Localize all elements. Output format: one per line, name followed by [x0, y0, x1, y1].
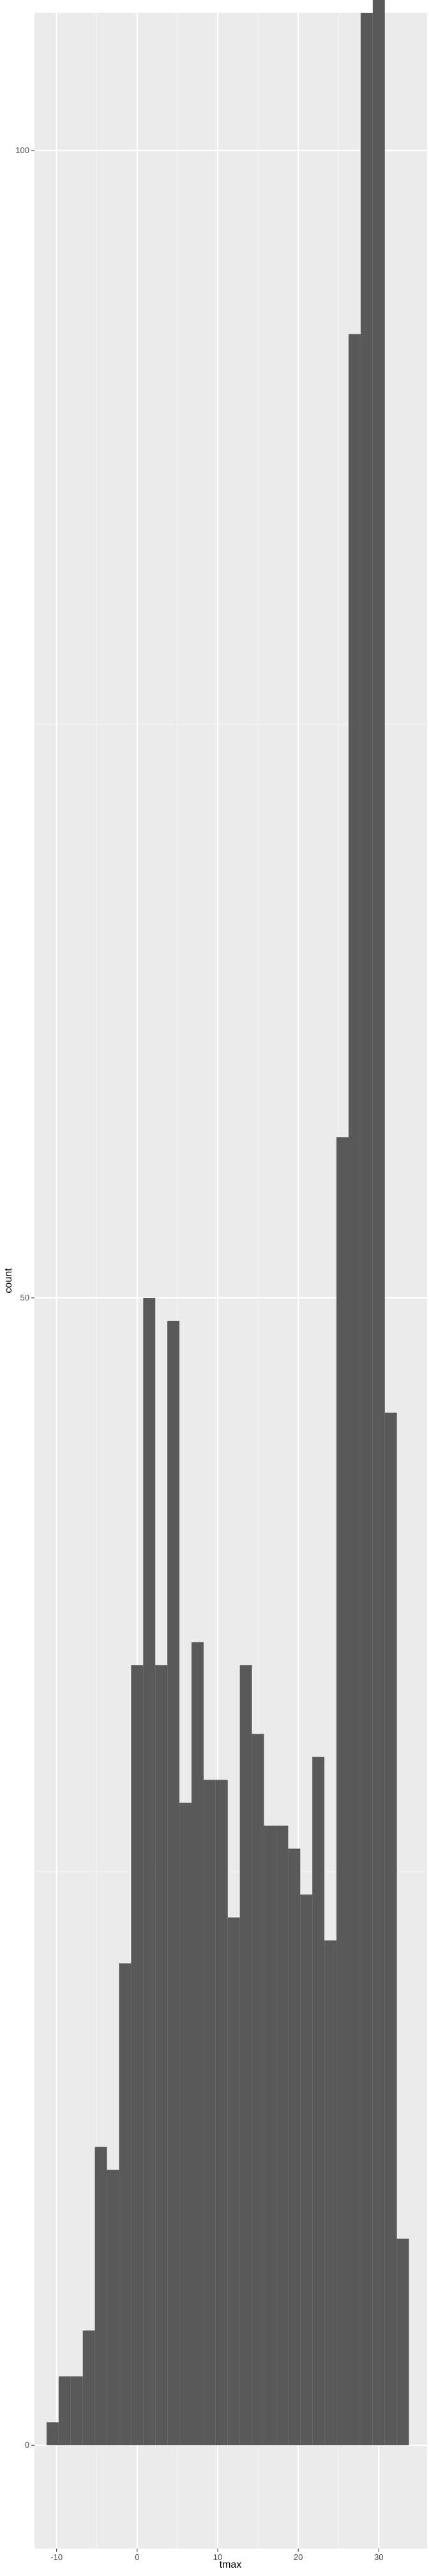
histogram-bar: [349, 334, 361, 2446]
y-tick-label: 0: [25, 2440, 29, 2450]
x-tick-label: 20: [294, 2552, 303, 2562]
x-tick-label: 0: [135, 2552, 139, 2562]
x-tick-label: 30: [374, 2552, 383, 2562]
histogram-bar: [300, 1895, 313, 2446]
histogram-bar: [215, 1780, 228, 2446]
histogram-bar: [155, 1665, 168, 2446]
histogram-bar: [46, 2422, 59, 2446]
histogram-bar: [143, 1297, 156, 2446]
histogram-bar: [360, 13, 373, 2446]
histogram-bar: [239, 1665, 252, 2446]
histogram-bar: [94, 2147, 107, 2446]
x-axis-title: tmax: [220, 2559, 242, 2570]
x-tick-label: 10: [213, 2552, 222, 2562]
histogram-bar: [227, 1917, 240, 2446]
y-tick-label: 50: [20, 1293, 29, 1302]
histogram-bar: [372, 0, 385, 2446]
histogram-bar: [70, 2376, 83, 2446]
histogram-bar: [192, 1642, 204, 2446]
y-tick-label: 100: [15, 145, 29, 155]
histogram-bar: [324, 1940, 337, 2446]
histogram-bar: [396, 2238, 409, 2446]
x-tick-label: -10: [50, 2552, 63, 2562]
histogram-bar: [203, 1780, 216, 2446]
histogram-bar: [58, 2376, 71, 2446]
x-axis: -10 0 10 20 30: [50, 2549, 384, 2562]
histogram-bar: [107, 2170, 119, 2446]
histogram-bar: [384, 1412, 397, 2446]
histogram-bar: [82, 2330, 95, 2446]
histogram-bar: [336, 1137, 349, 2446]
histogram-bar: [252, 1734, 264, 2446]
histogram-bar: [288, 1849, 301, 2446]
bars: [46, 0, 409, 2446]
histogram-bar: [264, 1826, 276, 2446]
histogram-bar: [167, 1320, 180, 2446]
histogram-bar: [119, 1963, 132, 2446]
histogram-bar: [179, 1803, 192, 2446]
y-axis: 0 50 100: [15, 145, 34, 2450]
histogram-bar: [131, 1665, 144, 2446]
y-axis-title: count: [3, 1268, 14, 1293]
histogram-bar: [276, 1826, 289, 2446]
histogram-bar: [312, 1757, 325, 2446]
